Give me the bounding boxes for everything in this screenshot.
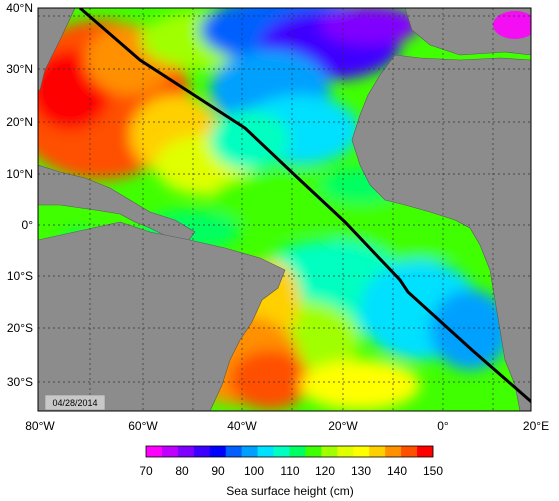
- lon-label: 40°W: [227, 419, 257, 433]
- colorbar-tick: 140: [387, 464, 407, 478]
- colorbar-cell: [273, 446, 290, 457]
- colorbar-cell: [209, 446, 227, 457]
- colorbar: 70 80 90 100 110 120 130 140 150 Sea sur…: [139, 445, 443, 498]
- ssh-field: [38, 8, 510, 411]
- colorbar-cell: [193, 446, 211, 457]
- date-stamp: 04/28/2014: [52, 398, 97, 408]
- lat-label: 0°: [22, 218, 34, 232]
- ssh-patch: [320, 8, 420, 45]
- lat-label: 30°N: [6, 62, 33, 76]
- longitude-labels: 80°W 60°W 40°W 20°W 0° 20°E: [25, 419, 549, 433]
- lat-label: 30°S: [7, 375, 33, 389]
- colorbar-cell: [385, 446, 402, 457]
- colorbar-cell: [305, 446, 322, 457]
- colorbar-cell: [289, 446, 306, 457]
- lat-label: 10°S: [7, 269, 33, 283]
- colorbar-tick: 120: [315, 464, 335, 478]
- ssh-patch: [430, 290, 510, 370]
- colorbar-tick: 80: [175, 464, 189, 478]
- latitude-labels: 40°N 30°N 20°N 10°N 0° 10°S 20°S 30°S: [6, 1, 33, 389]
- land-north-america: [38, 8, 76, 91]
- colorbar-cell: [146, 446, 163, 457]
- colorbar-cell: [337, 446, 354, 457]
- colorbar-tick: 150: [423, 464, 443, 478]
- lon-label: 20°E: [523, 419, 549, 433]
- colorbar-tick: 130: [351, 464, 371, 478]
- colorbar-frame: [145, 445, 434, 458]
- colorbar-cells: [146, 446, 434, 457]
- lat-label: 10°N: [6, 167, 33, 181]
- lon-label: 0°: [437, 419, 449, 433]
- lat-label: 20°S: [7, 321, 33, 335]
- colorbar-cell: [353, 446, 370, 457]
- colorbar-cell: [401, 446, 418, 457]
- colorbar-cell: [417, 446, 434, 457]
- lon-label: 80°W: [25, 419, 55, 433]
- land-south-america: [38, 221, 286, 411]
- colorbar-title: Sea surface height (cm): [226, 484, 353, 498]
- ssh-patch: [210, 110, 290, 170]
- colorbar-cell: [369, 446, 386, 457]
- colorbar-cell: [225, 446, 242, 457]
- colorbar-cell: [257, 446, 274, 457]
- colorbar-tick: 110: [280, 464, 299, 478]
- map-panel: [38, 8, 531, 411]
- ssh-patch: [493, 11, 531, 39]
- colorbar-tick: 90: [211, 464, 225, 478]
- colorbar-tick: 100: [244, 464, 264, 478]
- land: [38, 8, 531, 411]
- ssh-patch: [300, 360, 420, 410]
- colorbar-cell: [177, 446, 195, 457]
- date-stamp-box: [44, 394, 106, 411]
- colorbar-cell: [241, 446, 258, 457]
- colorbar-tick-labels: 70 80 90 100 110 120 130 140 150: [139, 464, 443, 478]
- track-line: [79, 8, 531, 404]
- lon-label: 60°W: [128, 419, 158, 433]
- lat-label: 40°N: [6, 1, 33, 15]
- colorbar-cell: [161, 446, 179, 457]
- lon-label: 20°W: [328, 419, 358, 433]
- land-africa: [351, 54, 531, 411]
- ssh-patch: [230, 350, 310, 410]
- lat-label: 20°N: [6, 115, 33, 129]
- colorbar-cell: [321, 446, 338, 457]
- colorbar-tick: 70: [139, 464, 153, 478]
- map-frame: [37, 7, 532, 412]
